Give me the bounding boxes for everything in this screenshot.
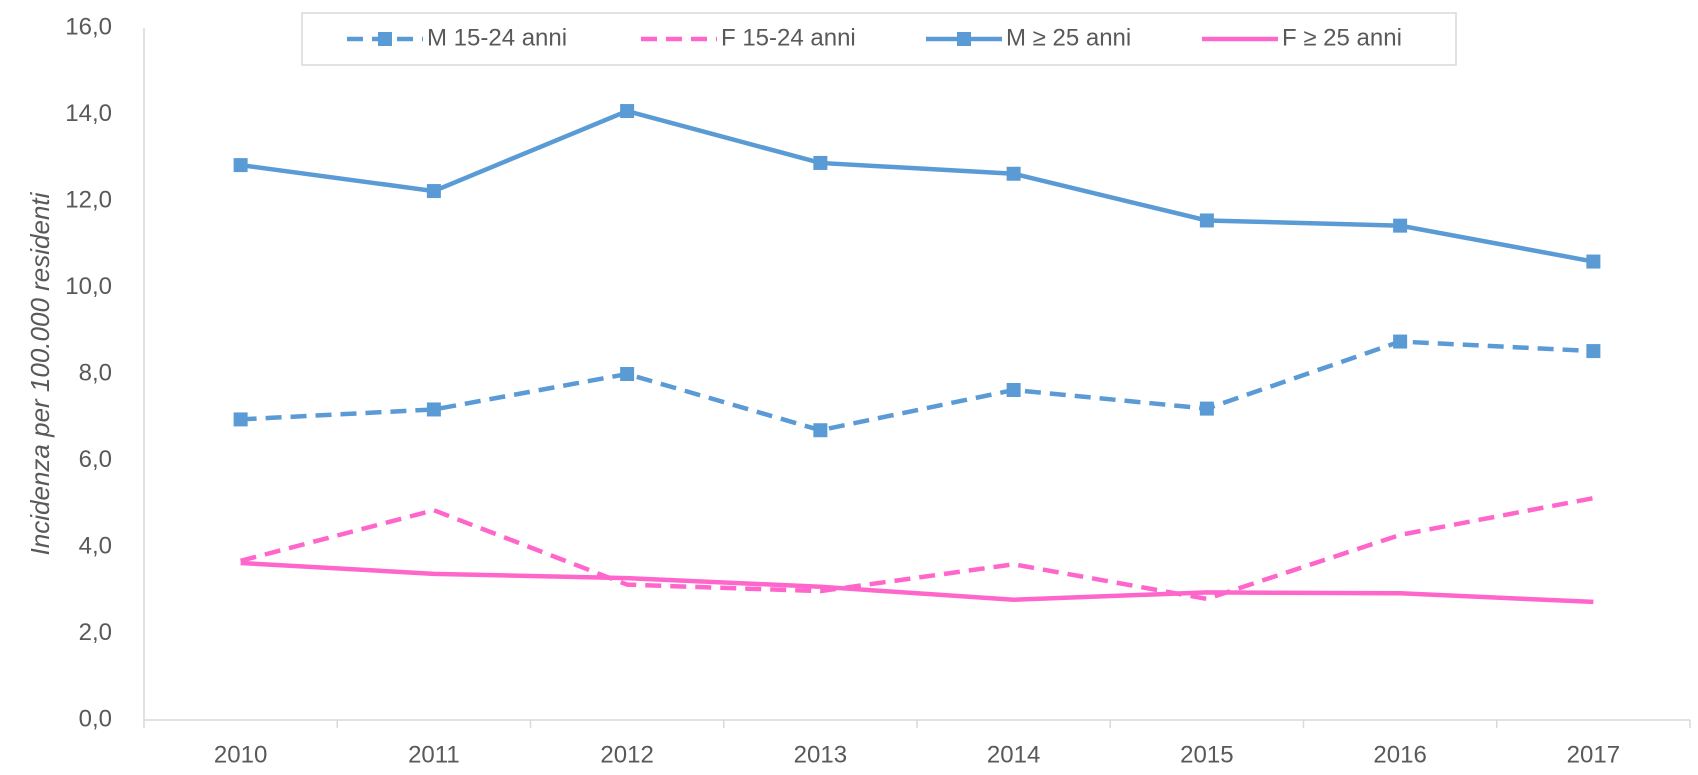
x-tick-label: 2016 (1373, 741, 1426, 768)
series-marker (233, 158, 248, 173)
x-tick-label: 2015 (1180, 741, 1233, 768)
series-marker (1006, 166, 1021, 181)
y-tick-label: 0,0 (79, 705, 112, 732)
legend-marker (378, 32, 392, 46)
y-tick-label: 14,0 (65, 100, 112, 127)
y-tick-label: 16,0 (65, 13, 112, 40)
series-marker (1199, 401, 1214, 416)
series-marker (1199, 213, 1214, 228)
x-tick-label: 2010 (214, 741, 267, 768)
legend-label: F ≥ 25 anni (1282, 24, 1402, 51)
x-tick-label: 2017 (1567, 741, 1620, 768)
x-tick-label: 2012 (600, 741, 653, 768)
y-tick-label: 8,0 (79, 359, 112, 386)
series-marker (1393, 334, 1408, 349)
series-marker (813, 155, 828, 170)
x-tick-label: 2013 (794, 741, 847, 768)
series-marker (1586, 254, 1601, 269)
y-tick-label: 12,0 (65, 186, 112, 213)
legend-label: F 15-24 anni (721, 24, 856, 51)
legend-label: M ≥ 25 anni (1006, 24, 1131, 51)
series-marker (620, 104, 635, 119)
series-marker (426, 184, 441, 199)
series-marker (620, 367, 635, 381)
series-line (240, 495, 1594, 602)
y-tick-label: 10,0 (65, 273, 112, 300)
x-tick-label: 2011 (408, 741, 460, 768)
series-marker (1006, 383, 1021, 398)
y-axis-title: Incidenza per 100.000 residenti (25, 191, 55, 555)
y-tick-label: 2,0 (79, 619, 112, 646)
series-marker (813, 423, 828, 438)
y-tick-label: 4,0 (79, 532, 112, 559)
legend-marker (957, 32, 971, 46)
series-marker (1586, 344, 1601, 359)
legend-label: M 15-24 anni (427, 24, 567, 51)
series-line (240, 339, 1594, 433)
series-marker (233, 412, 248, 427)
series-marker (1393, 218, 1408, 233)
series-line (240, 108, 1594, 264)
y-tick-label: 6,0 (79, 446, 112, 473)
series-marker (426, 402, 441, 417)
series-line (240, 560, 1594, 605)
x-tick-label: 2014 (987, 741, 1040, 768)
